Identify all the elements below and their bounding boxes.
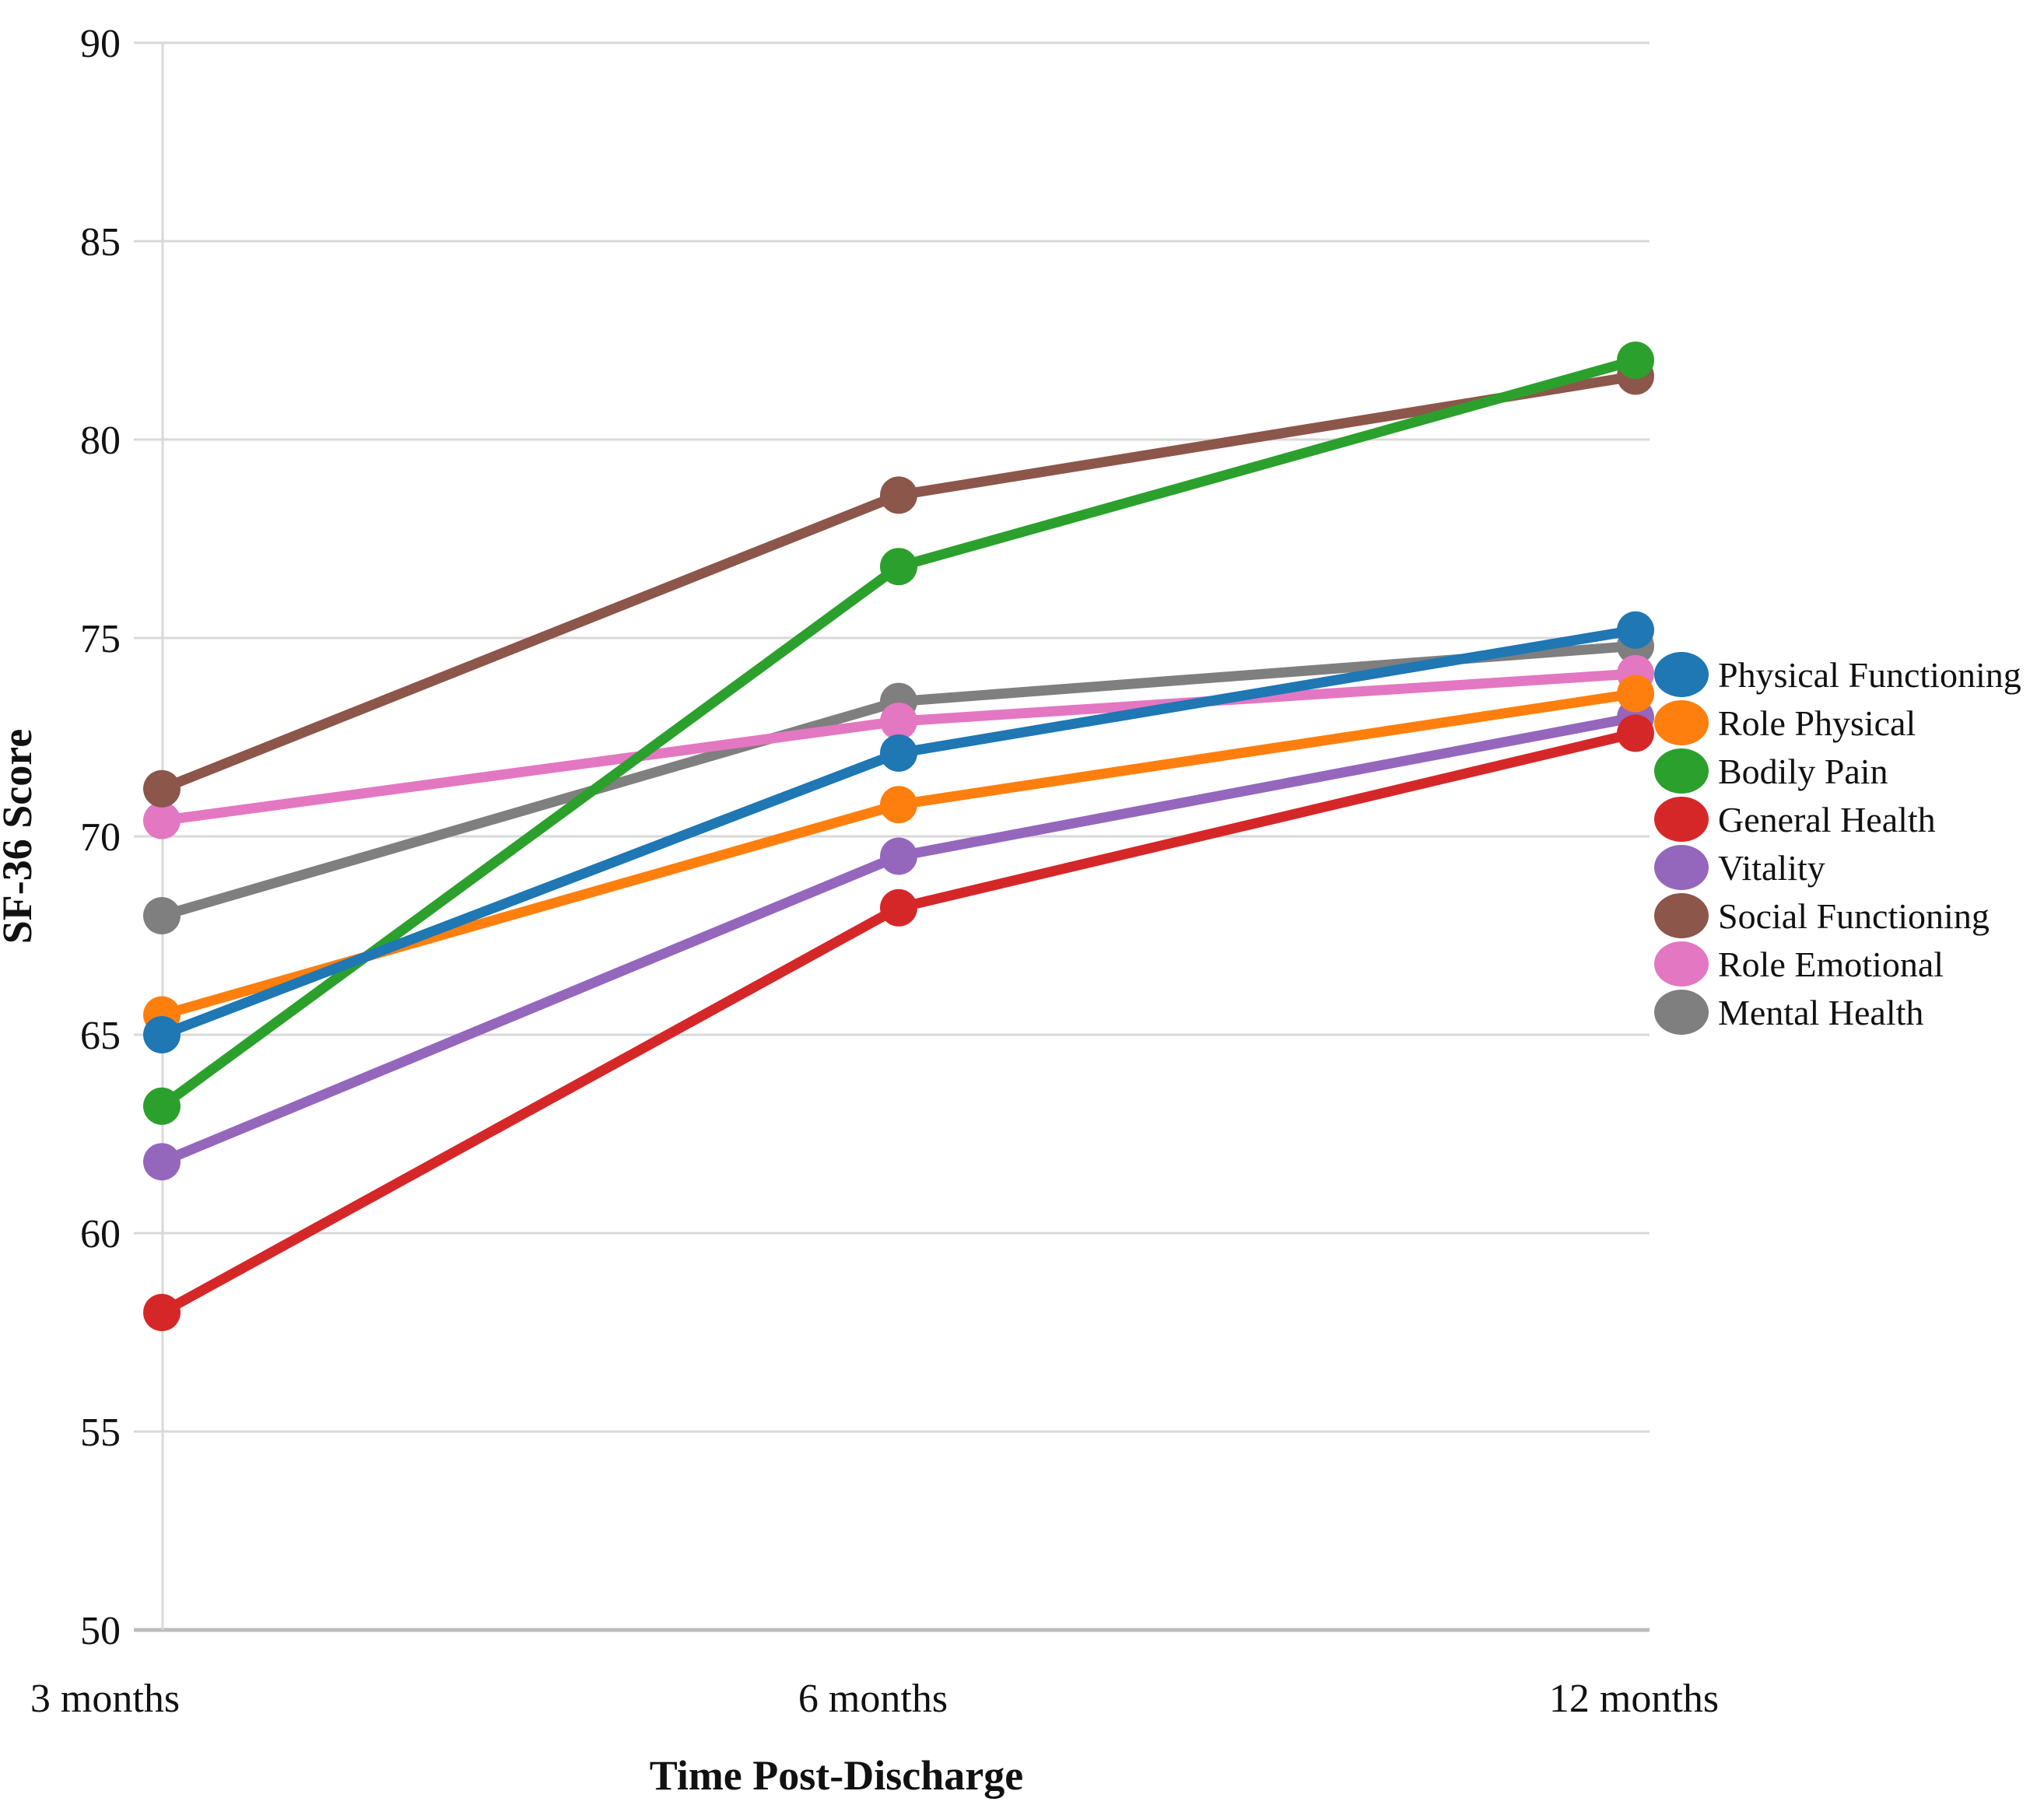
series-bodily-pain bbox=[143, 342, 1654, 1125]
data-point-bodily-pain-12-months bbox=[1617, 342, 1654, 379]
data-point-role-emotional-3-months bbox=[143, 801, 181, 839]
legend-label-general-health: General Health bbox=[1718, 800, 1936, 839]
series-general-health bbox=[143, 714, 1654, 1331]
x-tick-label-3-months: 3 months bbox=[30, 1677, 180, 1721]
y-tick-label-85: 85 bbox=[80, 220, 121, 265]
data-point-bodily-pain-6-months bbox=[880, 548, 917, 586]
legend-label-role-physical: Role Physical bbox=[1718, 703, 1916, 743]
data-point-general-health-3-months bbox=[143, 1294, 181, 1331]
y-tick-label-75: 75 bbox=[80, 617, 121, 661]
data-point-general-health-6-months bbox=[880, 888, 917, 927]
legend-swatch-role-emotional bbox=[1654, 941, 1709, 987]
data-point-social-functioning-3-months bbox=[143, 769, 181, 808]
legend-item-general-health: General Health bbox=[1654, 797, 1936, 842]
legend-item-vitality: Vitality bbox=[1654, 845, 1825, 890]
legend-label-vitality: Vitality bbox=[1718, 848, 1825, 888]
legend-swatch-physical-functioning bbox=[1654, 652, 1709, 697]
legend-item-mental-health: Mental Health bbox=[1654, 990, 1923, 1035]
x-axis-title: Time Post-Discharge bbox=[650, 1752, 1023, 1799]
legend-item-role-physical: Role Physical bbox=[1654, 700, 1916, 745]
legend-item-bodily-pain: Bodily Pain bbox=[1654, 748, 1888, 794]
data-point-bodily-pain-3-months bbox=[143, 1087, 181, 1125]
legend-swatch-mental-health bbox=[1654, 990, 1709, 1035]
legend-label-role-emotional: Role Emotional bbox=[1718, 945, 1944, 984]
data-point-physical-functioning-6-months bbox=[880, 734, 917, 772]
data-point-role-physical-6-months bbox=[880, 786, 917, 824]
series-layer bbox=[143, 342, 1654, 1331]
legend-item-role-emotional: Role Emotional bbox=[1654, 941, 1944, 987]
y-axis-title: SF-36 Score bbox=[0, 729, 40, 944]
y-tick-label-50: 50 bbox=[80, 1609, 121, 1653]
y-tick-label-90: 90 bbox=[80, 22, 121, 66]
legend-label-physical-functioning: Physical Functioning bbox=[1718, 655, 2021, 695]
legend-label-bodily-pain: Bodily Pain bbox=[1718, 752, 1888, 791]
legend-item-physical-functioning: Physical Functioning bbox=[1654, 652, 2021, 697]
data-point-mental-health-3-months bbox=[143, 897, 181, 934]
y-tick-label-80: 80 bbox=[80, 419, 121, 463]
data-point-role-emotional-6-months bbox=[880, 703, 917, 741]
legend-item-social-functioning: Social Functioning bbox=[1654, 893, 1990, 938]
legend-swatch-social-functioning bbox=[1654, 893, 1709, 938]
y-tick-label-65: 65 bbox=[80, 1014, 121, 1058]
x-tick-label-12-months: 12 months bbox=[1549, 1677, 1719, 1721]
data-point-physical-functioning-3-months bbox=[143, 1016, 181, 1053]
legend-swatch-bodily-pain bbox=[1654, 748, 1709, 794]
data-point-general-health-12-months bbox=[1617, 714, 1654, 752]
data-point-physical-functioning-12-months bbox=[1617, 611, 1654, 649]
data-point-role-physical-12-months bbox=[1617, 675, 1654, 713]
legend-swatch-vitality bbox=[1654, 845, 1709, 890]
legend-swatch-role-physical bbox=[1654, 700, 1709, 745]
grid-layer bbox=[134, 41, 1650, 1632]
x-tick-label-6-months: 6 months bbox=[798, 1677, 948, 1721]
legend-label-mental-health: Mental Health bbox=[1718, 993, 1923, 1032]
legend-swatch-general-health bbox=[1654, 797, 1709, 842]
legend-layer: Physical Functioning Role Physical Bodily … bbox=[1654, 652, 2021, 1035]
legend-label-social-functioning: Social Functioning bbox=[1718, 896, 1990, 936]
series-physical-functioning bbox=[143, 611, 1654, 1053]
y-tick-label-60: 60 bbox=[80, 1212, 121, 1256]
tick-layer: 50 55 60 65 70 75 80 85 90 3 months 6 months 12 mon… bbox=[30, 22, 1719, 1721]
data-point-social-functioning-6-months bbox=[880, 476, 917, 514]
data-point-vitality-6-months bbox=[880, 837, 917, 875]
y-tick-label-70: 70 bbox=[80, 815, 121, 860]
data-point-vitality-3-months bbox=[143, 1143, 181, 1181]
y-tick-label-55: 55 bbox=[80, 1411, 121, 1455]
